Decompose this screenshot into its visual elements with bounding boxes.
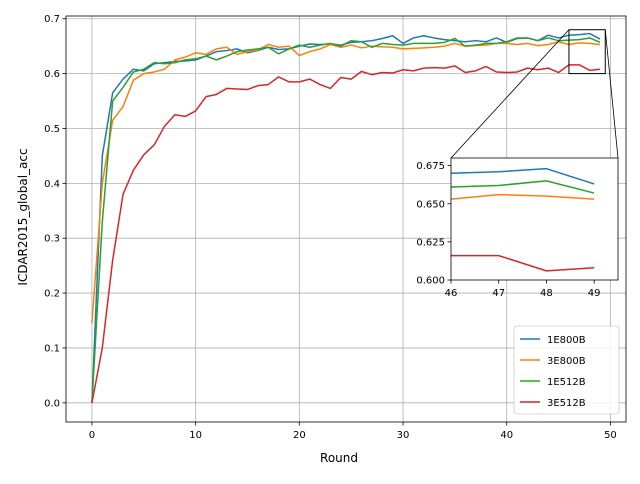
zoom-region-box xyxy=(568,29,606,75)
inset-frame xyxy=(450,157,619,281)
main-series-lines xyxy=(91,32,601,403)
series-line-3E800B xyxy=(91,41,601,324)
y-tick-label: 0.7 xyxy=(44,14,60,25)
series-line-3E512B xyxy=(91,64,601,403)
legend-label: 3E800B xyxy=(547,356,586,367)
y-tick-label: 0.0 xyxy=(44,398,60,409)
legend-box xyxy=(513,325,620,415)
inset-series-line-1E800B xyxy=(451,167,595,185)
legend-label: 1E800B xyxy=(547,335,586,346)
inset-zoom-plot: 46 47 48 49 0.600 0.625 0.650 0.675 xyxy=(416,157,619,299)
legend: 1E800B 3E800B 1E512B 3E512B xyxy=(513,325,620,415)
inset-series-line-3E800B xyxy=(451,193,595,200)
inset-y-tick-label: 0.625 xyxy=(416,237,445,248)
legend-label: 3E512B xyxy=(547,398,586,409)
inset-x-tick-label: 48 xyxy=(540,288,553,299)
x-tick-label: 30 xyxy=(397,430,410,441)
x-tick-label: 40 xyxy=(500,430,513,441)
x-axis-label: Round xyxy=(320,451,358,465)
zoom-indicator xyxy=(450,29,619,159)
y-tick-label: 0.1 xyxy=(44,343,60,354)
x-tick-label: 50 xyxy=(604,430,617,441)
inset-series-line-3E512B xyxy=(451,254,595,272)
inset-series-lines xyxy=(451,167,595,272)
y-tick-label: 0.4 xyxy=(44,179,60,190)
inset-x-tick-label: 46 xyxy=(445,288,458,299)
zoom-connector-right xyxy=(604,29,619,159)
x-tick-label: 0 xyxy=(89,430,95,441)
y-tick-label: 0.2 xyxy=(44,289,60,300)
inset-x-tick-label: 47 xyxy=(492,288,505,299)
inset-y-tick-label: 0.600 xyxy=(416,276,445,287)
y-axis-label: ICDAR2015_global_acc xyxy=(16,148,30,285)
inset-y-tick-label: 0.675 xyxy=(416,161,445,172)
series-line-1E512B xyxy=(91,37,601,403)
zoom-connector-left xyxy=(450,29,570,159)
inset-background xyxy=(451,158,618,280)
x-tick-label: 10 xyxy=(189,430,202,441)
inset-series-line-1E512B xyxy=(451,180,595,194)
y-tick-label: 0.3 xyxy=(44,234,60,245)
legend-label: 1E512B xyxy=(547,377,586,388)
main-axes: 0 10 20 30 40 50 0.0 0.1 0.2 0.3 0.4 0.5 0.6 0.7 xyxy=(44,14,627,441)
inset-y-tick-label: 0.650 xyxy=(416,199,445,210)
inset-x-tick-label: 49 xyxy=(588,288,601,299)
plot-frame xyxy=(65,15,627,423)
y-tick-label: 0.6 xyxy=(44,69,60,80)
y-tick-label: 0.5 xyxy=(44,124,60,135)
x-tick-label: 20 xyxy=(293,430,306,441)
